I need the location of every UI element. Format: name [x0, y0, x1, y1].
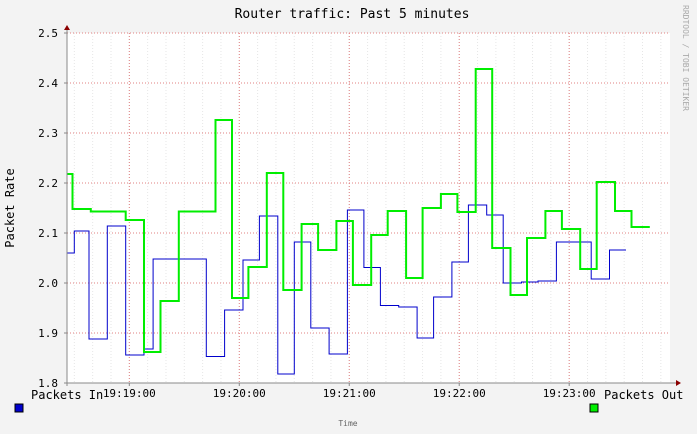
x-tick-label: 19:19:00 — [103, 387, 156, 400]
x-axis-label: Time — [338, 419, 357, 428]
legend-swatch-packets-out — [589, 403, 599, 413]
legend-packets-out: Packets Out — [589, 388, 683, 413]
axis-layer — [64, 25, 681, 386]
legend-label-packets-out: Packets Out — [604, 388, 683, 402]
x-tick-label: 19:21:00 — [323, 387, 376, 400]
plot-background — [67, 33, 670, 383]
legend-label-packets-in: Packets In — [31, 388, 103, 402]
legend-swatch-packets-in — [14, 403, 24, 413]
series-line-packets-out — [67, 68, 650, 353]
y-tick-label: 2.1 — [38, 227, 58, 240]
x-tick-label: 19:22:00 — [433, 387, 486, 400]
legend-packets-in: Packets In — [14, 388, 103, 413]
x-axis-arrow — [676, 380, 681, 386]
y-axis-arrow — [64, 25, 70, 30]
y-tick-label: 2.5 — [38, 27, 58, 40]
y-tick-label: 2.2 — [38, 177, 58, 190]
y-tick-label: 2.0 — [38, 277, 58, 290]
y-tick-label: 1.9 — [38, 327, 58, 340]
y-tick-label: 1.8 — [38, 377, 58, 390]
y-axis-label: Packet Rate — [3, 168, 17, 247]
chart-title: Router traffic: Past 5 minutes — [235, 7, 470, 22]
x-tick-label: 19:23:00 — [543, 387, 596, 400]
x-tick-label: 19:20:00 — [213, 387, 266, 400]
y-tick-label: 2.4 — [38, 77, 58, 90]
watermark-text: RRDTOOL / TOBI OETIKER — [681, 5, 690, 111]
series-layer — [67, 68, 650, 375]
tick-label-layer: 1.8 1.9 2.0 2.1 2.2 2.3 2.4 2.5 19:19:00 19:20:00… — [38, 27, 596, 400]
y-tick-label: 2.3 — [38, 127, 58, 140]
